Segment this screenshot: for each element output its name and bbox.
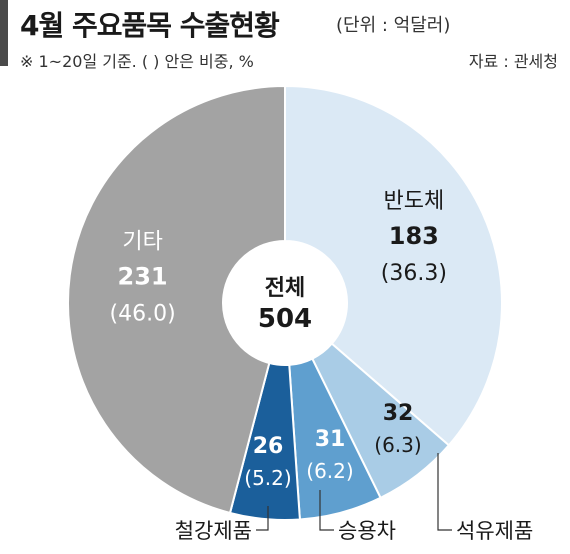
slice-5-value-label: 231 bbox=[118, 263, 168, 291]
slice-5-share-label: (46.0) bbox=[110, 302, 176, 327]
slice-1-wedge bbox=[284, 84, 503, 447]
slice-2-share-label: (6.3) bbox=[374, 433, 421, 457]
slice-5-wedge bbox=[67, 84, 286, 515]
slice-4-value-label: 26 bbox=[253, 434, 284, 459]
slice-2-value-label: 32 bbox=[383, 401, 414, 426]
footnote: ※ 1~20일 기준. ( ) 안은 비중, % bbox=[20, 52, 254, 71]
slice-4-share-label: (5.2) bbox=[244, 466, 291, 490]
source-label: 자료 : 관세청 bbox=[468, 52, 558, 71]
slice-3-share-label: (6.2) bbox=[306, 459, 353, 483]
slice-2-callout-line bbox=[437, 453, 452, 531]
slice-1-name-label: 반도체 bbox=[383, 189, 444, 214]
slice-5-name-label: 기타 bbox=[122, 230, 162, 255]
slice-4-callout-line bbox=[256, 506, 269, 531]
unit-label: (단위 : 억달러) bbox=[336, 15, 451, 36]
center-total-value: 504 bbox=[258, 304, 312, 334]
chart-title: 4월 주요품목 수출현황 bbox=[20, 9, 280, 42]
slice-3-name-label: 승용차 bbox=[338, 519, 396, 543]
center-total-label: 전체 bbox=[265, 276, 305, 301]
slice-2-name-label: 석유제품 bbox=[456, 519, 533, 543]
slice-3-value-label: 31 bbox=[315, 427, 346, 452]
slice-3-callout-line bbox=[319, 490, 334, 531]
accent-bar bbox=[0, 0, 8, 66]
slice-4-name-label: 철강제품 bbox=[175, 519, 252, 543]
slice-1-share-label: (36.3) bbox=[381, 261, 447, 286]
slice-1-value-label: 183 bbox=[389, 222, 439, 250]
